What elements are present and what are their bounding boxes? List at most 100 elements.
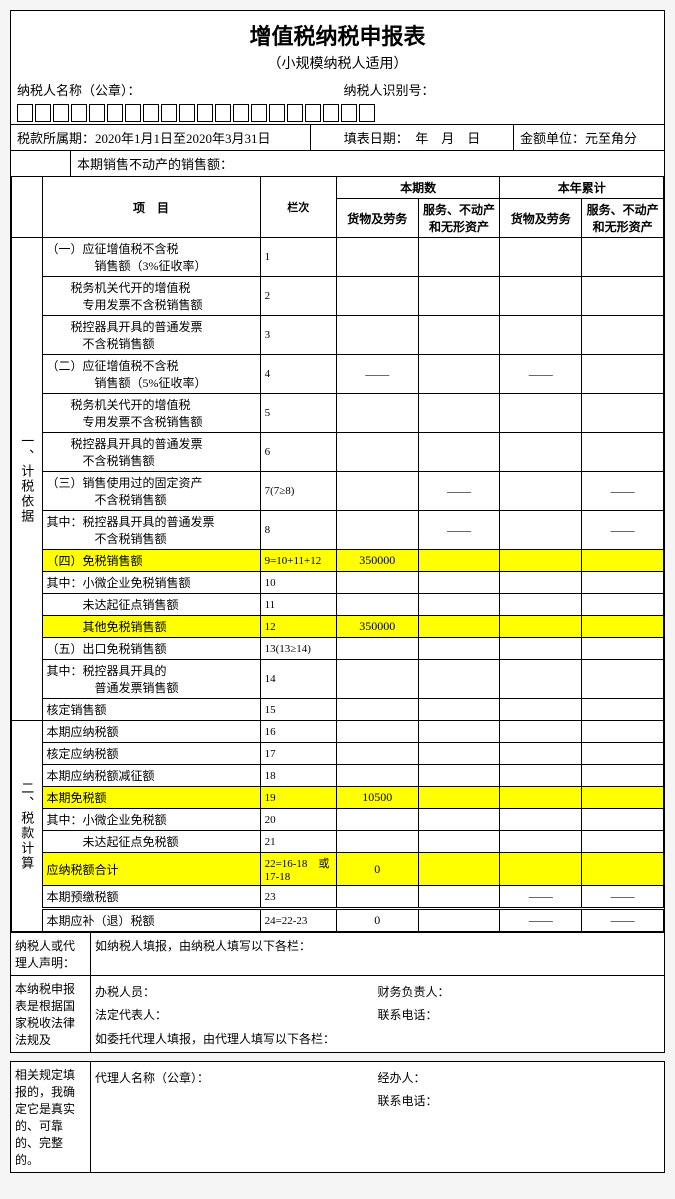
value-cell[interactable] bbox=[500, 787, 582, 809]
value-cell[interactable] bbox=[418, 831, 500, 853]
id-box[interactable] bbox=[107, 104, 123, 122]
value-cell[interactable] bbox=[336, 511, 418, 550]
value-cell[interactable] bbox=[418, 277, 500, 316]
value-cell[interactable] bbox=[582, 572, 664, 594]
value-cell[interactable] bbox=[418, 765, 500, 787]
value-cell[interactable] bbox=[336, 743, 418, 765]
value-cell[interactable] bbox=[582, 660, 664, 699]
value-cell[interactable] bbox=[500, 831, 582, 853]
value-cell[interactable] bbox=[500, 721, 582, 743]
value-cell[interactable]: 350000 bbox=[336, 616, 418, 638]
value-cell[interactable] bbox=[582, 355, 664, 394]
value-cell[interactable]: —— bbox=[418, 511, 500, 550]
value-cell[interactable] bbox=[500, 594, 582, 616]
value-cell[interactable] bbox=[336, 638, 418, 660]
value-cell[interactable] bbox=[418, 394, 500, 433]
value-cell[interactable] bbox=[418, 721, 500, 743]
value-cell[interactable]: —— bbox=[582, 909, 664, 932]
value-cell[interactable] bbox=[500, 743, 582, 765]
value-cell[interactable] bbox=[500, 572, 582, 594]
id-box[interactable] bbox=[161, 104, 177, 122]
value-cell[interactable] bbox=[582, 787, 664, 809]
value-cell[interactable] bbox=[500, 550, 582, 572]
value-cell[interactable]: —— bbox=[418, 472, 500, 511]
id-box[interactable] bbox=[341, 104, 357, 122]
value-cell[interactable] bbox=[582, 594, 664, 616]
value-cell[interactable] bbox=[500, 433, 582, 472]
value-cell[interactable] bbox=[500, 616, 582, 638]
value-cell[interactable] bbox=[500, 511, 582, 550]
value-cell[interactable]: 0 bbox=[336, 909, 418, 932]
value-cell[interactable]: —— bbox=[582, 472, 664, 511]
value-cell[interactable] bbox=[500, 853, 582, 886]
value-cell[interactable] bbox=[418, 594, 500, 616]
id-box[interactable] bbox=[143, 104, 159, 122]
value-cell[interactable] bbox=[336, 886, 418, 909]
id-box[interactable] bbox=[323, 104, 339, 122]
value-cell[interactable] bbox=[336, 472, 418, 511]
value-cell[interactable] bbox=[500, 316, 582, 355]
value-cell[interactable] bbox=[336, 660, 418, 699]
value-cell[interactable] bbox=[336, 699, 418, 721]
id-box[interactable] bbox=[269, 104, 285, 122]
value-cell[interactable] bbox=[500, 472, 582, 511]
value-cell[interactable] bbox=[582, 550, 664, 572]
taxpayer-id-boxes[interactable] bbox=[11, 102, 664, 124]
id-box[interactable] bbox=[17, 104, 33, 122]
value-cell[interactable] bbox=[336, 433, 418, 472]
id-box[interactable] bbox=[53, 104, 69, 122]
id-box[interactable] bbox=[179, 104, 195, 122]
value-cell[interactable] bbox=[500, 238, 582, 277]
value-cell[interactable] bbox=[418, 433, 500, 472]
value-cell[interactable] bbox=[336, 765, 418, 787]
value-cell[interactable] bbox=[418, 355, 500, 394]
value-cell[interactable] bbox=[336, 394, 418, 433]
value-cell[interactable]: 0 bbox=[336, 853, 418, 886]
value-cell[interactable] bbox=[582, 831, 664, 853]
value-cell[interactable] bbox=[418, 809, 500, 831]
value-cell[interactable] bbox=[500, 699, 582, 721]
value-cell[interactable] bbox=[418, 572, 500, 594]
value-cell[interactable] bbox=[500, 638, 582, 660]
id-box[interactable] bbox=[251, 104, 267, 122]
id-box[interactable] bbox=[89, 104, 105, 122]
value-cell[interactable] bbox=[582, 238, 664, 277]
id-box[interactable] bbox=[35, 104, 51, 122]
value-cell[interactable]: —— bbox=[500, 355, 582, 394]
value-cell[interactable] bbox=[418, 638, 500, 660]
value-cell[interactable] bbox=[336, 721, 418, 743]
value-cell[interactable] bbox=[582, 277, 664, 316]
value-cell[interactable] bbox=[336, 831, 418, 853]
value-cell[interactable]: —— bbox=[500, 886, 582, 909]
value-cell[interactable]: 10500 bbox=[336, 787, 418, 809]
value-cell[interactable] bbox=[500, 660, 582, 699]
value-cell[interactable] bbox=[582, 316, 664, 355]
value-cell[interactable] bbox=[582, 853, 664, 886]
id-box[interactable] bbox=[197, 104, 213, 122]
value-cell[interactable] bbox=[336, 238, 418, 277]
value-cell[interactable] bbox=[500, 765, 582, 787]
value-cell[interactable]: —— bbox=[582, 886, 664, 909]
value-cell[interactable] bbox=[336, 316, 418, 355]
value-cell[interactable] bbox=[418, 909, 500, 932]
value-cell[interactable] bbox=[418, 550, 500, 572]
value-cell[interactable] bbox=[582, 394, 664, 433]
value-cell[interactable] bbox=[500, 394, 582, 433]
value-cell[interactable] bbox=[418, 743, 500, 765]
value-cell[interactable] bbox=[336, 594, 418, 616]
value-cell[interactable] bbox=[582, 616, 664, 638]
value-cell[interactable] bbox=[418, 616, 500, 638]
value-cell[interactable]: —— bbox=[336, 355, 418, 394]
value-cell[interactable] bbox=[582, 809, 664, 831]
value-cell[interactable] bbox=[500, 277, 582, 316]
value-cell[interactable]: —— bbox=[582, 511, 664, 550]
value-cell[interactable] bbox=[418, 316, 500, 355]
value-cell[interactable] bbox=[582, 765, 664, 787]
id-box[interactable] bbox=[125, 104, 141, 122]
value-cell[interactable] bbox=[418, 787, 500, 809]
id-box[interactable] bbox=[71, 104, 87, 122]
value-cell[interactable] bbox=[336, 277, 418, 316]
value-cell[interactable] bbox=[418, 886, 500, 909]
id-box[interactable] bbox=[233, 104, 249, 122]
value-cell[interactable] bbox=[500, 809, 582, 831]
